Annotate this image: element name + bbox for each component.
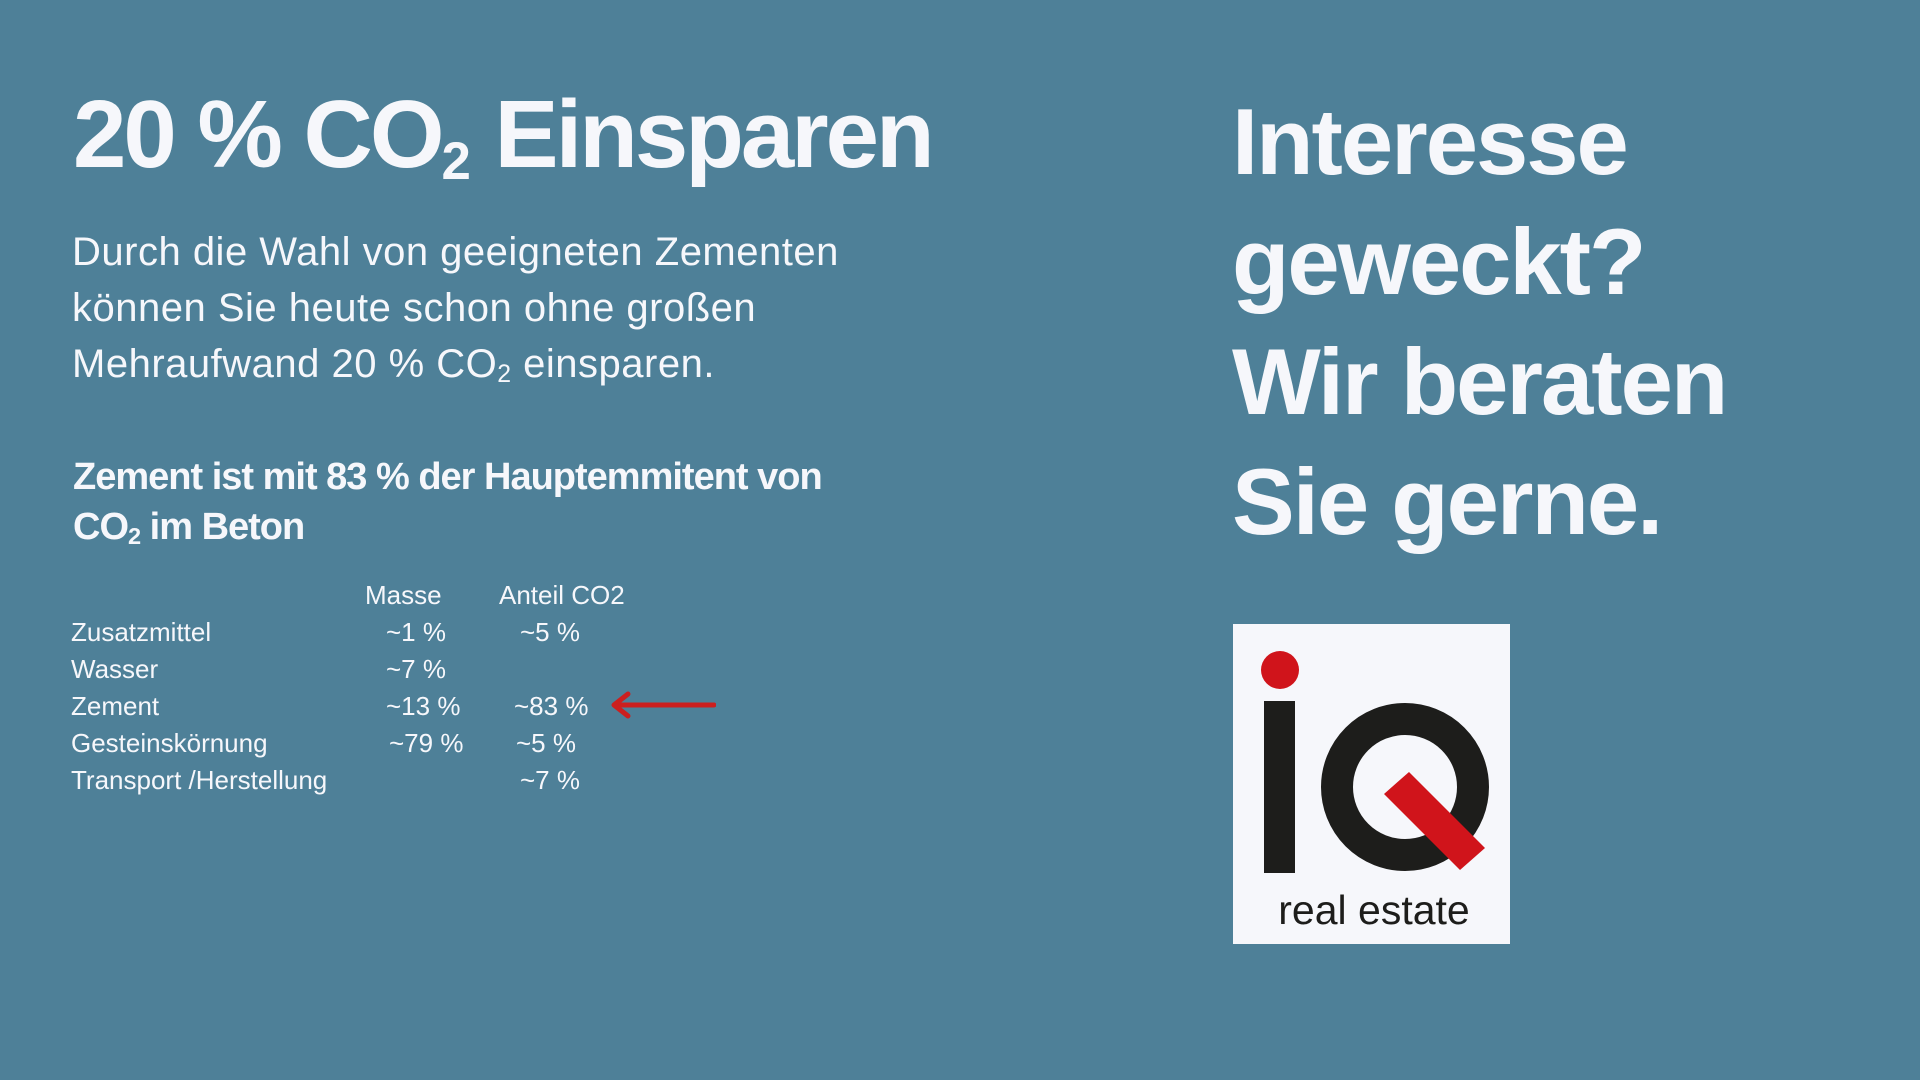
row-label: Zusatzmittel xyxy=(71,617,212,647)
iq-real-estate-logo: real estate xyxy=(1233,624,1510,944)
title-text-post: Einsparen xyxy=(470,81,935,188)
row-masse: ~7 % xyxy=(386,654,446,684)
subhead-line-2-pre: CO xyxy=(73,506,129,548)
row-label: Transport /Herstellung xyxy=(71,765,328,795)
subhead-line-1: Zement ist mit 83 % der Hauptemmitent vo… xyxy=(73,456,823,498)
intro-line-2: können Sie heute schon ohne großen xyxy=(72,286,757,330)
row-anteil: ~83 % xyxy=(514,691,589,721)
column-header-masse: Masse xyxy=(365,580,442,610)
intro-line-3-post: einsparen. xyxy=(511,342,715,386)
intro-line-3-pre: Mehraufwand 20 % CO xyxy=(72,342,498,386)
cta-heading: Interesse geweckt? Wir beraten Sie gerne… xyxy=(1232,82,1872,562)
iq-logo-mark-icon: real estate xyxy=(1261,651,1489,933)
row-label: Gesteinskörnung xyxy=(71,728,268,758)
cta-line-3: Wir beraten xyxy=(1232,329,1728,434)
slide-title: 20 % CO2 Einsparen xyxy=(73,81,935,191)
row-label: Zement xyxy=(71,691,160,721)
subhead-line-2-post: im Beton xyxy=(140,506,306,548)
title-subscript: 2 xyxy=(441,131,471,191)
cta-line-2: geweckt? xyxy=(1232,209,1646,314)
row-anteil: ~5 % xyxy=(516,728,576,758)
row-anteil: ~7 % xyxy=(520,765,580,795)
row-masse: ~1 % xyxy=(386,617,446,647)
intro-line-1: Durch die Wahl von geeigneten Zementen xyxy=(72,230,839,274)
subheading: Zement ist mit 83 % der Hauptemmitent vo… xyxy=(73,452,933,556)
cta-line-4: Sie gerne. xyxy=(1232,449,1663,554)
intro-line-3-subscript: 2 xyxy=(497,360,512,388)
row-masse: ~13 % xyxy=(386,691,461,721)
row-label: Wasser xyxy=(71,654,159,684)
logo-text: real estate xyxy=(1278,887,1469,933)
row-anteil: ~5 % xyxy=(520,617,580,647)
cta-line-1: Interesse xyxy=(1232,89,1629,194)
subhead-line-2-subscript: 2 xyxy=(128,522,141,549)
title-text-pre: 20 % CO xyxy=(73,81,444,188)
arrow-left-icon xyxy=(611,691,716,719)
intro-paragraph: Durch die Wahl von geeigneten Zementen k… xyxy=(72,224,972,398)
column-header-anteil: Anteil CO2 xyxy=(499,580,625,610)
row-masse: ~79 % xyxy=(389,728,464,758)
